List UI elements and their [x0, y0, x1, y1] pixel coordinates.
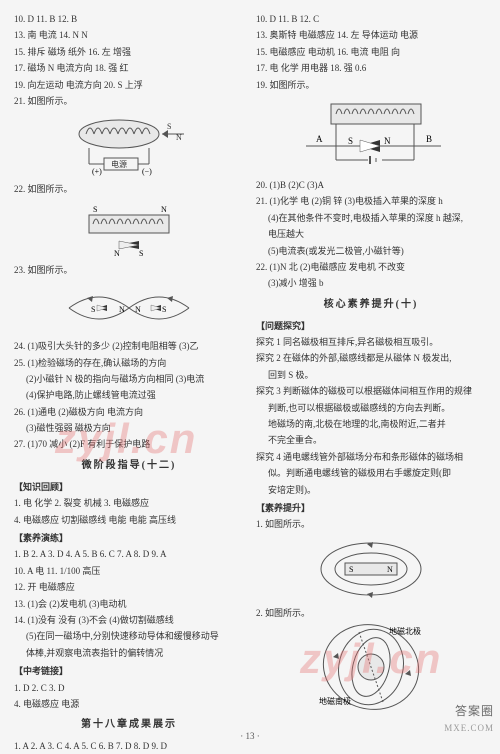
- text-line: 4. 电磁感应 电源: [14, 697, 244, 711]
- text-line: 2. 如图所示。: [256, 606, 486, 620]
- svg-text:S: S: [162, 305, 166, 314]
- text-line: 25. (1)检验磁场的存在,确认磁场的方向: [14, 356, 244, 370]
- text-line: (4)保护电路,防止螺线管电流过强: [14, 388, 244, 402]
- text-line: 1. A 2. A 3. C 4. A 5. C 6. B 7. D 8. D …: [14, 739, 244, 753]
- svg-text:地磁北极: 地磁北极: [389, 626, 421, 636]
- text-line: 14. (1)没有 没有 (3)不会 (4)做切割磁感线: [14, 613, 244, 627]
- heading: 【素养提升】: [256, 501, 486, 515]
- text-line: (3)磁性强弱 磁极方向: [14, 421, 244, 435]
- svg-text:N: N: [135, 305, 141, 314]
- svg-text:地磁南极: 地磁南极: [319, 696, 351, 706]
- text-line: 似。判断通电螺线管的磁极用右手螺旋定则(即: [256, 466, 486, 480]
- text-line: 体棒,并观察电流表指针的偏转情况: [14, 646, 244, 660]
- text-line: 4. 电磁感应 切割磁感线 电能 电能 高压线: [14, 513, 244, 527]
- text-line: 探究 2 在磁体的外部,磁感线都是从磁体 N 极发出,: [256, 351, 486, 365]
- svg-text:电源: 电源: [111, 159, 127, 169]
- text-line: 12. 开 电磁感应: [14, 580, 244, 594]
- left-column: 10. D 11. B 12. B 13. 南 电流 14. N N 15. 排…: [8, 10, 250, 725]
- page-container: 10. D 11. B 12. B 13. 南 电流 14. N N 15. 排…: [0, 0, 500, 745]
- svg-text:S: S: [139, 249, 143, 258]
- svg-text:N: N: [119, 305, 125, 314]
- text-line: 探究 3 判断磁体的磁极可以根据磁体间相互作用的规律: [256, 384, 486, 398]
- text-line: (4)在其他条件不变时,电极插入苹果的深度 h 越深,: [256, 211, 486, 225]
- text-line: 27. (1)70 减小 (2)F 有利于保护电路: [14, 437, 244, 451]
- text-line: 安培定则)。: [256, 483, 486, 497]
- svg-text:(−): (−): [142, 167, 152, 176]
- svg-text:N: N: [384, 136, 391, 146]
- text-line: 10. D 11. B 12. C: [256, 12, 486, 26]
- text-line: 17. 磁场 N 电流方向 18. 强 红: [14, 61, 244, 75]
- text-line: 17. 电 化学 用电器 18. 强 0.6: [256, 61, 486, 75]
- text-line: (2)小磁针 N 极的指向与磁场方向相同 (3)电流: [14, 372, 244, 386]
- figure-solenoid-2: AB SN: [256, 96, 486, 174]
- heading: 【中考链接】: [14, 664, 244, 678]
- section-title: 核心素养提升(十): [256, 297, 486, 313]
- text-line: 26. (1)通电 (2)磁极方向 电流方向: [14, 405, 244, 419]
- heading: 【知识回顾】: [14, 480, 244, 494]
- text-line: 24. (1)吸引大头针的多少 (2)控制电阻相等 (3)乙: [14, 339, 244, 353]
- right-column: 10. D 11. B 12. C 13. 奥斯特 电磁感应 14. 左 导体运…: [250, 10, 492, 725]
- text-line: 判断,也可以根据磁极或磁感线的方向去判断。: [256, 401, 486, 415]
- svg-text:(+): (+): [92, 167, 102, 176]
- text-line: 21. 如图所示。: [14, 94, 244, 108]
- text-line: 不完全重合。: [256, 433, 486, 447]
- text-line: 1. D 2. C 3. D: [14, 681, 244, 695]
- text-line: 地磁场的南,北极在地理的北,南极附近,二者并: [256, 417, 486, 431]
- figure-bar-magnet: S N N S: [14, 201, 244, 259]
- text-line: 1. B 2. A 3. D 4. A 5. B 6. C 7. A 8. D …: [14, 547, 244, 561]
- text-line: 19. 如图所示。: [256, 78, 486, 92]
- text-line: 探究 4 通电螺线管外部磁场分布和条形磁体的磁场相: [256, 450, 486, 464]
- figure-field-lines: SN NS: [14, 281, 244, 335]
- section-title: 微阶段指导(十二): [14, 458, 244, 474]
- text-line: 回到 S 极。: [256, 368, 486, 382]
- svg-text:N: N: [161, 205, 167, 214]
- text-line: 13. 奥斯特 电磁感应 14. 左 导体运动 电源: [256, 28, 486, 42]
- svg-text:A: A: [316, 134, 323, 144]
- text-line: 10. D 11. B 12. B: [14, 12, 244, 26]
- svg-text:N: N: [114, 249, 120, 258]
- text-line: 22. 如图所示。: [14, 182, 244, 196]
- text-line: 13. 南 电流 14. N N: [14, 28, 244, 42]
- figure-magnet-field: SN: [256, 536, 486, 602]
- figure-solenoid-1: S N 电源 (+)(−): [14, 112, 244, 178]
- text-line: 22. (1)N 北 (2)电磁感应 发电机 不改变: [256, 260, 486, 274]
- svg-text:N: N: [387, 565, 393, 574]
- text-line: 1. 电 化学 2. 裂变 机械 3. 电磁感应: [14, 496, 244, 510]
- text-line: 电压越大: [256, 227, 486, 241]
- text-line: 15. 排斥 磁场 纸外 16. 左 增强: [14, 45, 244, 59]
- heading: 【素养演练】: [14, 531, 244, 545]
- text-line: 21. (1)化学 电 (2)铜 锌 (3)电极插入苹果的深度 h: [256, 194, 486, 208]
- text-line: 15. 电磁感应 电动机 16. 电流 电阻 向: [256, 45, 486, 59]
- heading: 【问题探究】: [256, 319, 486, 333]
- text-line: 19. 向左运动 电流方向 20. S 上浮: [14, 78, 244, 92]
- page-number: · 13 ·: [0, 731, 500, 741]
- svg-text:S: S: [349, 565, 353, 574]
- text-line: (5)电流表(或发光二极管,小磁针等): [256, 244, 486, 258]
- text-line: (5)在同一磁场中,分别快速移动导体和缓慢移动导: [14, 629, 244, 643]
- svg-text:S: S: [91, 305, 95, 314]
- text-line: 23. 如图所示。: [14, 263, 244, 277]
- svg-text:S: S: [167, 122, 171, 131]
- text-line: 20. (1)B (2)C (3)A: [256, 178, 486, 192]
- svg-text:S: S: [348, 136, 353, 146]
- text-line: 10. A 电 11. 1/100 高压: [14, 564, 244, 578]
- text-line: 1. 如图所示。: [256, 517, 486, 531]
- svg-text:S: S: [93, 205, 97, 214]
- svg-text:B: B: [426, 134, 432, 144]
- corner-brand: 答案圈: [455, 702, 494, 719]
- figure-earth-field: 地磁北极 地磁南极: [256, 624, 486, 710]
- text-line: 13. (1)会 (2)发电机 (3)电动机: [14, 597, 244, 611]
- text-line: 探究 1 同名磁极相互排斥,异名磁极相互吸引。: [256, 335, 486, 349]
- text-line: (3)减小 增强 b: [256, 276, 486, 290]
